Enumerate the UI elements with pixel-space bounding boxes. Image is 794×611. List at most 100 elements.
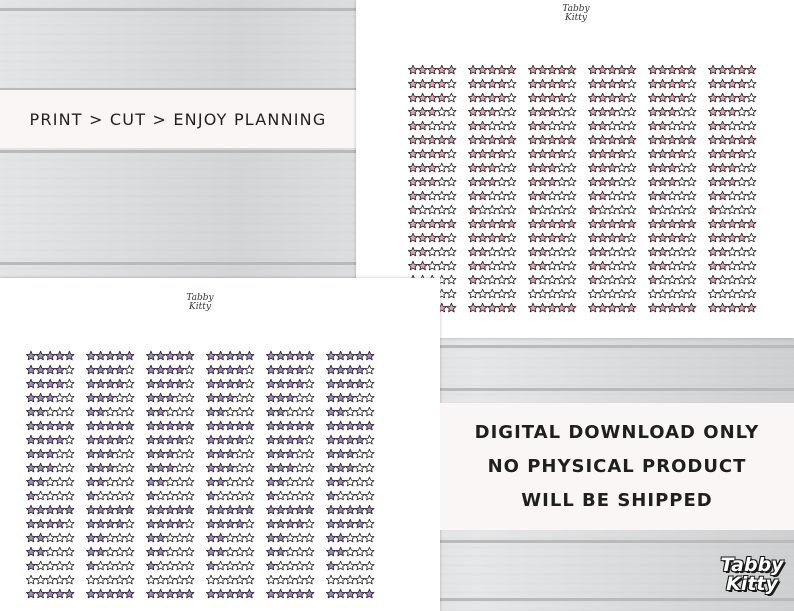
rating-star [427,78,438,89]
rating-star [155,350,166,361]
rating-star [727,288,738,299]
rating-star [95,476,106,487]
rating-star [417,162,428,173]
rating-star [496,204,507,215]
rating-star [225,448,236,459]
rating-star [54,364,65,375]
rating-star [354,532,365,543]
rating-star [528,78,538,89]
rating-star [225,518,236,529]
rating-star [124,518,135,529]
rating-star [304,420,315,431]
rating-star [114,476,125,487]
rating-star [427,218,438,229]
rating-star [244,420,255,431]
rating-star [556,134,567,145]
rating-star [294,518,305,529]
rating-star [667,274,678,285]
corner-brand-line-2: Kitty [726,573,778,595]
rating-star [165,588,176,599]
rating-star [648,176,658,187]
rating-star [506,274,517,285]
rating-star [215,490,226,501]
rating-star [184,490,195,501]
rating-star [64,364,75,375]
rating-star [506,92,517,103]
rating-star [648,190,658,201]
rating-star [184,504,195,515]
rating-star [64,560,75,571]
rating-star [35,588,46,599]
rating-star [607,106,618,117]
rating-star [607,148,618,159]
rating-star [468,134,478,145]
rating-star [364,434,375,445]
rating-star [275,490,286,501]
rating-star [648,302,658,313]
rating-star [686,92,697,103]
rating-star [26,420,36,431]
rating-star [114,462,125,473]
rating-star [266,518,276,529]
rating-star [648,64,658,75]
rating-star [667,246,678,257]
rating-star [727,64,738,75]
rating-star [436,218,447,229]
rating-star [206,476,216,487]
rating-star [566,246,577,257]
rating-star [64,378,75,389]
rating-star [588,134,598,145]
rating-star [335,588,346,599]
rating-star [717,260,728,271]
rating-star [487,260,498,271]
rating-star [556,204,567,215]
rating-star [354,546,365,557]
rating-star [86,504,96,515]
rating-star [165,560,176,571]
rating-star [556,232,567,243]
rating-star [717,288,728,299]
rating-star [556,162,567,173]
rating-star [528,162,538,173]
rating-star [345,560,356,571]
rating-star [528,134,538,145]
rating-star [35,392,46,403]
rating-star [556,274,567,285]
rating-star [496,120,507,131]
rating-star [607,64,618,75]
rating-star [648,92,658,103]
rating-star [364,574,375,585]
rating-star [427,64,438,75]
rating-star [708,232,718,243]
rating-star [487,232,498,243]
rating-star [676,232,687,243]
rating-star [506,162,517,173]
rating-star [105,434,116,445]
rating-star [597,246,608,257]
rating-star [667,218,678,229]
rating-star [446,302,457,313]
rating-star [607,92,618,103]
rating-star [345,364,356,375]
rating-star [335,490,346,501]
rating-star [446,274,457,285]
rating-star [184,518,195,529]
rating-star [244,532,255,543]
rating-star [335,560,346,571]
rating-star [626,162,637,173]
rating-star [408,176,418,187]
rating-star [354,490,365,501]
rating-star [326,574,336,585]
rating-star [417,246,428,257]
rating-star [616,134,627,145]
rating-star [155,378,166,389]
rating-star [345,378,356,389]
rating-star [667,162,678,173]
rating-star [616,176,627,187]
rating-star [294,588,305,599]
rating-star [114,574,125,585]
rating-star [54,588,65,599]
rating-star [326,476,336,487]
rating-star [408,260,418,271]
rating-star [537,78,548,89]
